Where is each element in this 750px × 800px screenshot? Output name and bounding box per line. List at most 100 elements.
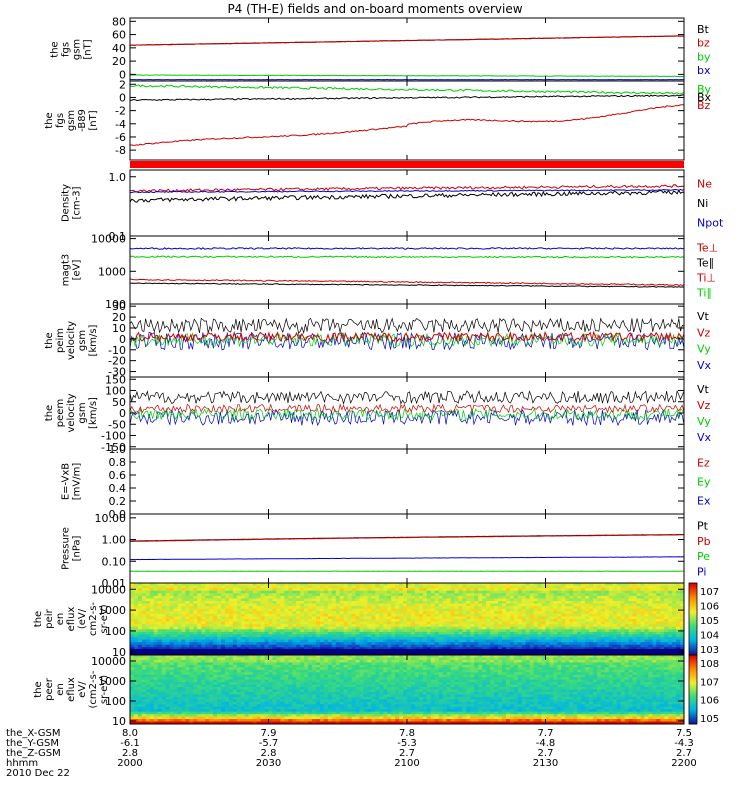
heatmap-cell [276,583,281,586]
heatmap-cell [157,595,163,599]
heatmap-cell [209,664,214,668]
heatmap-cell [426,621,432,625]
heatmap-cell [624,598,629,602]
heatmap-cell [169,659,174,663]
heatmap-cell [505,624,511,628]
heatmap-cell [660,606,665,610]
heatmap-cell [363,619,368,622]
heatmap-cell [339,588,345,592]
heatmap-cell [383,601,388,604]
heatmap-cell [592,655,598,658]
heatmap-cell [213,619,218,622]
heatmap-cell [209,601,214,604]
heatmap-cell [343,588,349,592]
heatmap-cell [474,583,479,586]
heatmap-cell [197,662,202,666]
heatmap-cell [581,619,586,622]
heatmap-cell [434,631,440,635]
heatmap-cell [478,624,483,628]
heatmap-cell [308,662,313,666]
heatmap-cell [197,598,202,602]
heatmap-cell [450,613,455,617]
heatmap-cell [189,621,194,625]
heatmap-cell [213,606,218,610]
ytick-label: -50 [108,418,126,431]
heatmap-cell [521,642,527,646]
heatmap-cell [217,634,222,638]
heatmap-cell [474,626,479,630]
heatmap-cell [228,637,234,640]
heatmap-cell [161,642,167,646]
heatmap-cell [165,593,170,597]
heatmap-cell [315,619,321,622]
heatmap-cell [292,619,297,622]
heatmap-cell [418,601,424,604]
heatmap-cell [296,662,301,666]
heatmap-cell [577,639,582,643]
heatmap-cell [272,655,277,658]
heatmap-cell [418,664,424,668]
heatmap-cell [672,662,677,666]
heatmap-cell [387,662,392,666]
heatmap-cell [312,608,317,612]
heatmap-cell [422,659,428,663]
heatmap-cell [141,606,147,610]
heatmap-cell [292,616,297,620]
heatmap-cell [232,624,238,628]
heatmap-cell [272,593,277,597]
heatmap-cell [248,588,254,592]
heatmap-cell [668,655,673,658]
heatmap-cell [672,585,677,589]
heatmap-cell [585,603,590,607]
heatmap-cell [628,583,633,586]
heatmap-cell [284,639,289,643]
heatmap-cell [387,621,392,625]
heatmap-cell [486,624,491,628]
heatmap-cell [553,619,558,622]
heatmap-cell [680,583,685,586]
heatmap-cell [414,583,420,586]
heatmap-cell [533,626,538,630]
heatmap-cell [604,603,610,607]
heatmap-cell [296,639,301,643]
heatmap-cell [256,603,261,607]
heatmap-cell [430,583,436,586]
heatmap-cell [379,588,384,592]
heatmap-cell [430,619,436,622]
heatmap-cell [347,603,352,607]
heatmap-cell [466,619,471,622]
heatmap-cell [517,616,523,620]
heatmap-cell [561,659,566,663]
heatmap-cell [652,621,657,625]
heatmap-cell [240,608,246,612]
heatmap-cell [410,613,416,617]
heatmap-cell [541,621,546,625]
heatmap-cell [557,595,562,599]
heatmap-cell [224,621,230,625]
heatmap-cell [312,662,317,666]
heatmap-cell [672,634,677,638]
heatmap-cell [620,606,626,610]
heatmap-cell [153,585,159,589]
heatmap-cell [224,624,230,628]
heatmap-cell [161,606,167,610]
heatmap-cell [525,590,531,594]
heatmap-cell [592,637,598,640]
heatmap-cell [288,644,293,648]
legend-entry: Ni [697,197,708,210]
heatmap-cell [577,608,582,612]
heatmap-cell [383,631,388,635]
heatmap-cell [268,598,273,602]
heatmap-cell [319,583,325,586]
heatmap-cell [391,601,396,604]
heatmap-cell [422,655,428,658]
heatmap-cell [319,631,325,635]
heatmap-cell [288,598,293,602]
heatmap-cell [185,608,190,612]
heatmap-cell [300,601,305,604]
heatmap-cell [280,590,285,594]
heatmap-cell [161,585,167,589]
heatmap-cell [217,664,222,668]
heatmap-cell [648,655,653,658]
heatmap-cell [407,601,412,604]
